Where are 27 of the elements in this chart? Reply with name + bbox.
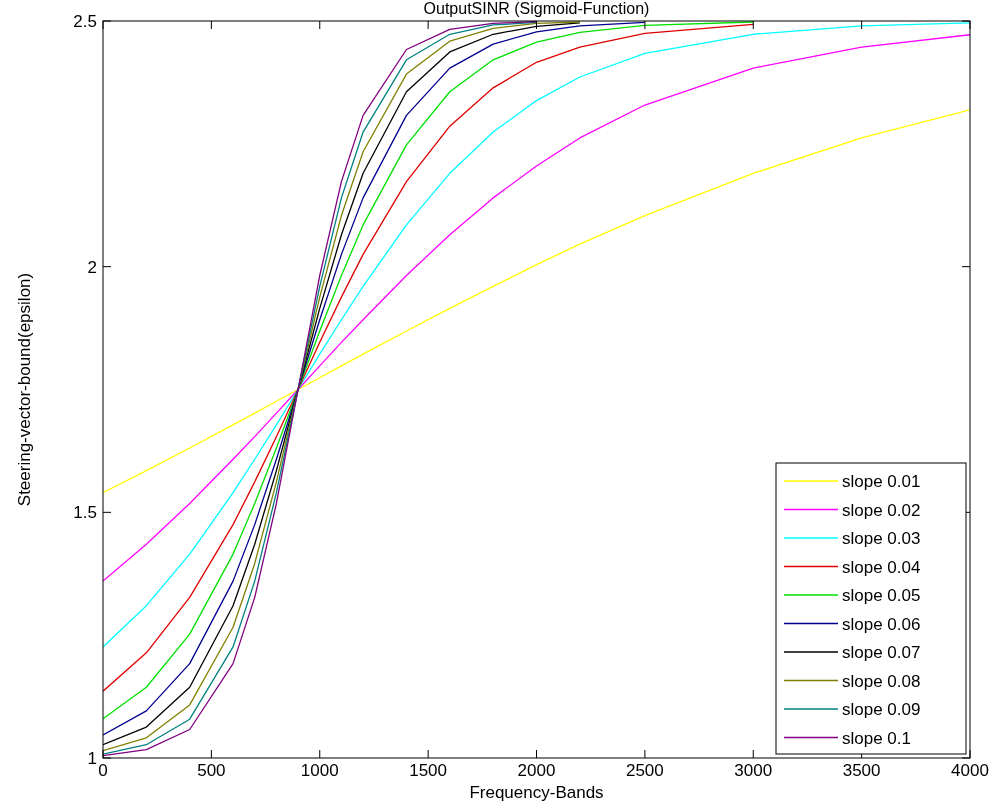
legend-label: slope 0.04	[842, 557, 921, 577]
legend-label: slope 0.05	[842, 586, 921, 605]
legend-label: slope 0.01	[842, 472, 921, 491]
chart-title: OutputSINR (Sigmoid-Function)	[423, 0, 650, 17]
y-tick-label: 1.5	[73, 503, 97, 523]
legend-label: slope 0.1	[842, 728, 911, 748]
legend-label: slope 0.08	[842, 671, 921, 691]
x-tick-label: 2500	[625, 761, 664, 780]
legend-label: slope 0.09	[842, 700, 921, 719]
legend-label: slope 0.02	[842, 500, 921, 520]
x-tick-label: 500	[197, 761, 226, 780]
x-tick-label: 3500	[842, 761, 881, 780]
y-tick-label: 2.5	[73, 12, 97, 31]
y-axis-title: Steering-vector-bound(epsilon)	[15, 272, 34, 507]
x-tick-label: 4000	[951, 761, 989, 780]
legend-label: slope 0.03	[842, 529, 921, 548]
x-tick-label: 1500	[409, 761, 448, 780]
x-tick-label: 3000	[734, 761, 773, 780]
x-tick-label: 2000	[517, 761, 556, 780]
x-tick-label: 0	[98, 761, 108, 780]
x-axis-title: Frequency-Bands	[469, 783, 604, 802]
y-tick-label: 1	[87, 749, 97, 768]
x-tick-label: 1000	[300, 761, 339, 780]
line-series	[103, 109, 970, 494]
legend-label: slope 0.07	[842, 643, 921, 662]
legend-label: slope 0.06	[842, 614, 921, 634]
y-tick-label: 2	[87, 257, 97, 277]
